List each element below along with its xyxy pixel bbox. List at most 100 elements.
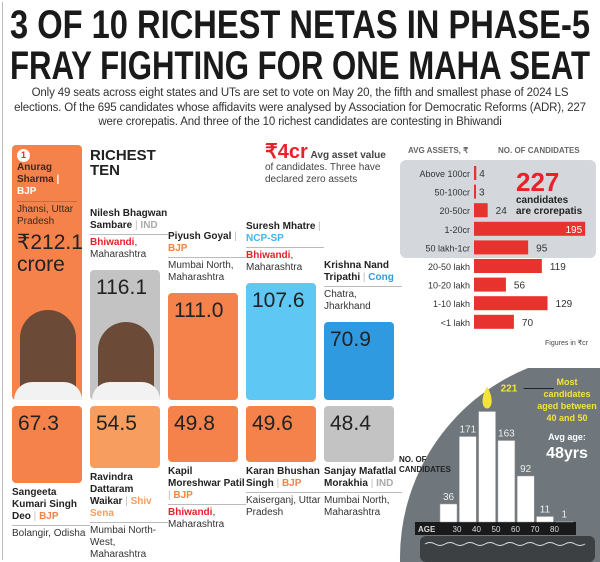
bar-value: 129 xyxy=(556,299,573,310)
candidate-party: BJP xyxy=(168,243,188,254)
candidate-assets: 49.6 xyxy=(252,412,293,435)
category-label: 1-10 lakh xyxy=(433,299,470,309)
candidate-assets-tile: 54.5 xyxy=(90,406,160,468)
category-label: 20-50cr xyxy=(439,206,470,216)
annotation-line-text: 40 and 50 xyxy=(546,413,587,423)
subtitle: Only 49 seats across eight states and UT… xyxy=(14,87,586,128)
bar xyxy=(474,296,548,311)
crorepati-count: 227 xyxy=(516,167,559,197)
bar xyxy=(474,184,476,199)
candidate-info: Karan Bhushan Singh | BJP Kaiserganj, Utt… xyxy=(246,466,324,519)
age-annotation: Most candidates aged between 40 and 50 xyxy=(537,377,597,423)
candidate-location: Mumbai North, Maharashtra xyxy=(324,492,402,519)
category-label: 50 lakh-1cr xyxy=(425,243,470,253)
candidate-assets-tile: 49.8 xyxy=(168,406,238,462)
candidate-location: Mumbai North, Maharashtra xyxy=(168,257,246,284)
candidate-assets: 111.0 xyxy=(174,299,224,322)
candidate-assets-tile: 107.6 xyxy=(246,283,316,400)
candidate-assets: 107.6 xyxy=(252,289,305,312)
candidate-party: IND xyxy=(140,220,158,231)
category-label: Above 100cr xyxy=(419,169,470,179)
y-axis-line: NO. OF xyxy=(399,455,427,464)
crorepati-line: candidates xyxy=(516,195,569,206)
candle-flame-icon xyxy=(482,386,492,409)
tick-label: 70 xyxy=(531,525,540,534)
candidate-location: Bhiwandi, Maharashtra xyxy=(168,504,246,531)
bar-value: 11 xyxy=(540,505,551,516)
bar xyxy=(474,259,542,273)
candidate-location: Bolangir, Odisha xyxy=(12,525,90,540)
age-bar-chart: AGE 30 40 50 60 70 80 NO. OF CANDIDATES 36 171 221 1… xyxy=(399,368,600,562)
x-axis-title: AGE xyxy=(418,525,436,534)
candidate-assets-tile: 111.0 xyxy=(168,293,238,400)
candidate-assets: 54.5 xyxy=(96,412,137,435)
avg-age-label: Avg age: xyxy=(548,432,586,442)
rank-badge: 1 xyxy=(17,149,30,162)
candidate-location: Kaiserganj, Uttar Pradesh xyxy=(246,492,324,519)
candidate-assets-tile: 70.9 xyxy=(324,322,394,400)
candidate-party: BJP xyxy=(173,490,193,501)
bar-value: 95 xyxy=(536,243,548,254)
bar xyxy=(478,411,496,523)
annotation-line-text: candidates xyxy=(543,389,590,399)
candidate-photo xyxy=(92,322,160,400)
candidate-assets-tile: 67.3 xyxy=(12,406,82,483)
bar-value: 36 xyxy=(443,492,455,503)
candidate-name: Ravindra Dattaram Waikar | Shiv Sena xyxy=(90,472,152,519)
bar-value: 221 xyxy=(501,384,518,395)
candidate-assets-tile: 49.6 xyxy=(246,406,316,462)
candidate-assets: 48.4 xyxy=(330,412,371,435)
candidate-name: Piyush Goyal | BJP xyxy=(168,231,237,254)
bar-value: 119 xyxy=(550,262,566,273)
candidate-party: Cong xyxy=(368,272,394,283)
annotation-line-text: aged between xyxy=(537,401,597,411)
headline: 3 OF 10 RICHEST NETAS IN PHASE-5 FRAY FIG… xyxy=(10,3,590,86)
candidate-party: NCP-SP xyxy=(246,233,284,244)
x-axis-title: NO. OF CANDIDATES xyxy=(498,146,580,155)
headline-text: 3 OF 10 RICHEST NETAS IN PHASE-5 FRAY FIG… xyxy=(10,3,590,86)
category-label: 50-100cr xyxy=(434,188,470,198)
candidate-name: Nilesh Bhagwan Sambare | IND xyxy=(90,208,168,231)
y-axis-title: NO. OF CANDIDATES xyxy=(399,455,452,474)
bar xyxy=(474,277,506,292)
candidate-location: Chatra, Jharkhand xyxy=(324,286,402,313)
y-axis-title: AVG ASSETS, ₹ xyxy=(408,146,468,155)
avg-asset-value: ₹4cr xyxy=(265,141,308,163)
bar-value: 56 xyxy=(514,281,526,292)
bar xyxy=(497,440,516,523)
category-label: 20-50 lakh xyxy=(428,262,470,272)
candidate-party: BJP xyxy=(39,511,59,522)
bar xyxy=(459,436,477,523)
figures-note: Figures in ₹cr xyxy=(545,339,589,347)
richest-ten-heading: RICHEST TEN xyxy=(90,147,156,179)
crorepati-text: candidates are crorepatis xyxy=(516,195,583,217)
candidate-info: Sanjay Mafatlal Morakhia | IND Mumbai Nor… xyxy=(324,466,402,519)
candidate-party: Shiv Sena xyxy=(90,496,152,519)
candidate-name: Karan Bhushan Singh | BJP xyxy=(246,466,320,489)
candidate-info: Ravindra Dattaram Waikar | Shiv Sena Mumb… xyxy=(90,472,168,561)
candidate-location: Bhiwandi, Maharashtra xyxy=(90,234,168,261)
headline-line: 3 OF 10 RICHEST NETAS IN PHASE-5 xyxy=(10,3,590,47)
candidate-name: Krishna Nand Tripathi | Cong xyxy=(324,260,394,283)
cake-icing xyxy=(424,542,586,546)
candidate-assets-tile: 116.1 xyxy=(90,270,160,400)
candidate-location: Bhiwandi, Maharashtra xyxy=(246,247,324,274)
candidate-info: Kapil Moreshwar Patil | BJP Bhiwandi, Mah… xyxy=(168,466,246,531)
bar xyxy=(439,503,458,523)
tick-label: 40 xyxy=(472,525,481,534)
bar xyxy=(474,240,529,255)
candidate-info: Nilesh Bhagwan Sambare | IND Bhiwandi, Ma… xyxy=(90,208,168,261)
candidate-assets-tile: 48.4 xyxy=(324,406,394,462)
avg-asset-note: ₹4cr Avg asset value of candidates. Thre… xyxy=(265,142,395,186)
bar-value: 70 xyxy=(522,318,534,329)
cake-base xyxy=(420,536,595,562)
assets-bar-chart: AVG ASSETS, ₹ NO. OF CANDIDATES Above 100c… xyxy=(400,146,596,347)
bar-value: 3 xyxy=(479,188,485,199)
category-label: 10-20 lakh xyxy=(428,281,470,291)
bar xyxy=(516,475,535,523)
candidate-assets: 116.1 xyxy=(96,276,147,299)
candidate-party: BJP xyxy=(281,478,302,489)
candidate-name: Kapil Moreshwar Patil | BJP xyxy=(168,466,245,501)
avg-asset-desc: of candidates. Three have declared zero … xyxy=(265,162,381,185)
